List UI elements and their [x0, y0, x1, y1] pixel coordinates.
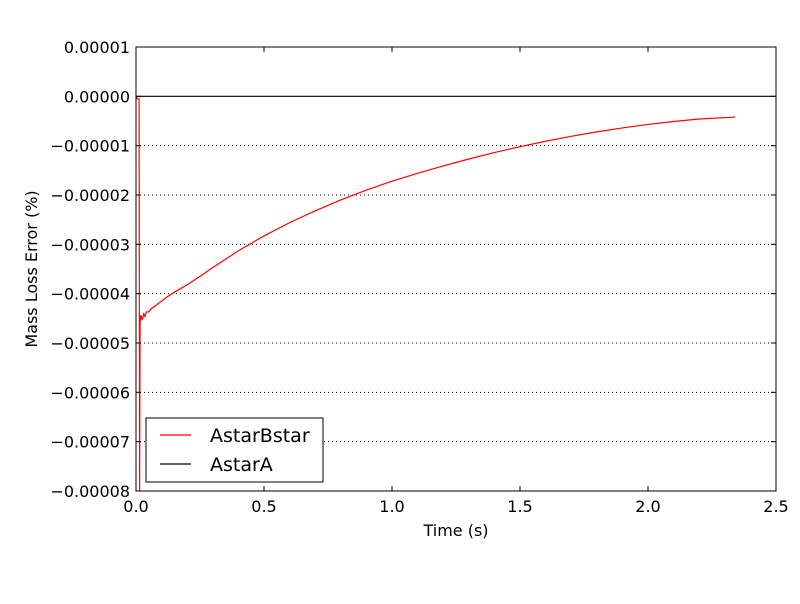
y-tick-label: 0.00000 [64, 87, 130, 106]
x-tick-label: 2.5 [763, 497, 788, 516]
legend-box [145, 417, 324, 483]
plot-frame [135, 46, 777, 492]
grid-layer [136, 145, 776, 443]
legend-label: AstarA [210, 454, 273, 476]
y-tick-label: −0.00001 [50, 137, 130, 156]
legend: AstarBstar AstarA [145, 417, 324, 483]
tick-layer: 0.00001 0.00000 −0.00001 −0.00002 −0.00003 −0… [50, 38, 788, 516]
y-tick-label: −0.00007 [50, 433, 130, 452]
x-tick-label: 1.0 [379, 497, 404, 516]
series-layer [135, 95, 776, 492]
y-tick-label: −0.00008 [50, 482, 130, 501]
y-tick-label: −0.00005 [50, 334, 130, 353]
x-tick-label: 0.0 [123, 497, 148, 516]
y-axis-label: Mass Loss Error (%) [22, 190, 41, 347]
series-line-astarbstar [135, 96, 736, 492]
y-tick-label: 0.00001 [64, 38, 130, 57]
x-tick-label: 1.5 [507, 497, 532, 516]
x-axis-label: Time (s) [422, 521, 488, 540]
x-tick-label: 0.5 [251, 497, 276, 516]
x-tick-label: 2.0 [635, 497, 660, 516]
y-tick-label: −0.00004 [50, 285, 130, 304]
legend-label: AstarBstar [210, 425, 310, 447]
y-tick-label: −0.00002 [50, 186, 130, 205]
y-tick-label: −0.00006 [50, 383, 130, 402]
y-tick-label: −0.00003 [50, 235, 130, 254]
